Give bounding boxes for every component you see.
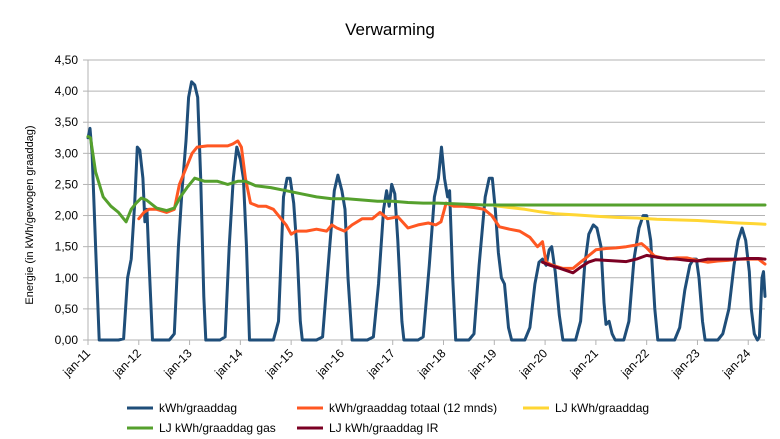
y-tick-label: 1,50 <box>55 240 79 254</box>
series-line <box>137 139 767 270</box>
y-tick-label: 3,00 <box>55 146 79 160</box>
y-tick-label: 3,50 <box>55 115 79 129</box>
y-tick-label: 2,50 <box>55 177 79 191</box>
y-tick-label: 0,00 <box>55 333 79 347</box>
chart-title: Verwarming <box>345 20 435 39</box>
y-tick-label: 0,50 <box>55 302 79 316</box>
series-line <box>541 253 767 275</box>
y-tick-label: 1,00 <box>55 271 79 285</box>
series-line <box>492 204 767 226</box>
axes <box>87 60 765 345</box>
series-line <box>86 135 767 224</box>
y-axis-label: Energie (in kWh/gewogen graaddag) <box>24 125 36 304</box>
series-line <box>86 80 767 342</box>
legend-label: LJ kWh/graaddag gas <box>159 421 276 435</box>
legend-label: LJ kWh/graaddag IR <box>329 421 439 435</box>
y-tick-label: 4,50 <box>55 53 79 67</box>
legend-label: kWh/graaddag <box>159 401 237 415</box>
legend: kWh/graaddag kWh/graaddag totaal (12 mnds… <box>127 401 649 435</box>
y-tick-label: 4,00 <box>55 84 79 98</box>
legend-label: LJ kWh/graaddag <box>555 401 649 415</box>
series-lines <box>86 80 767 342</box>
y-tick-label: 2,00 <box>55 209 79 223</box>
legend-label: kWh/graaddag totaal (12 mnds) <box>329 401 497 415</box>
y-tick-labels: 0,00 0,50 1,00 1,50 2,00 2,50 3,00 3,50 4,00 4,50 <box>55 53 79 347</box>
